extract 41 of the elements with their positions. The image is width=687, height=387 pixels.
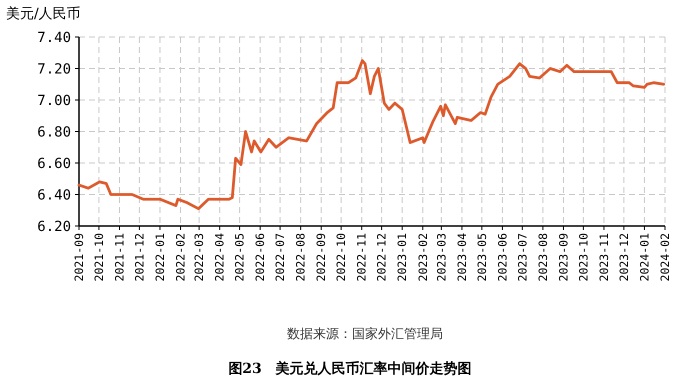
x-tick-label: 2023-07 [515, 232, 530, 282]
text: 图23 美元兑人民币汇率中间价走势图 [228, 360, 472, 377]
x-tick-label: 2023-03 [434, 232, 448, 282]
x-tick-label: 2022-07 [273, 232, 288, 282]
x-tick-label: 2023-06 [495, 232, 510, 282]
y-axis-title: 美元/人民币 [6, 6, 81, 22]
y-tick-label: 6.20 [37, 219, 71, 235]
x-tick-label: 2023-12 [616, 233, 631, 282]
x-tick-label: 2023-10 [576, 232, 590, 282]
x-tick-label: 2021-11 [112, 232, 126, 282]
x-tick-label: 2023-09 [556, 232, 570, 282]
x-tick-label: 2022-11 [354, 232, 369, 282]
x-tick-label: 2024-02 [658, 233, 672, 282]
x-tick-label: 2022-08 [294, 232, 308, 282]
x-tick-label: 2022-02 [174, 233, 188, 282]
x-tick-label: 2024-01 [637, 232, 652, 282]
x-tick-label: 2023-01 [395, 232, 410, 282]
y-tick-label: 7.00 [37, 93, 71, 109]
x-tick-label: 2023-11 [596, 232, 611, 282]
y-tick-label: 6.60 [37, 156, 71, 172]
x-tick-label: 2022-05 [232, 233, 247, 282]
x-tick-label: 2022-06 [253, 232, 268, 282]
x-tick-label: 2022-09 [314, 232, 328, 282]
y-tick-label: 7.20 [37, 62, 71, 78]
x-tick-label: 2022-04 [212, 232, 227, 282]
line-series [78, 59, 666, 210]
x-tick-label: 2023-05 [474, 233, 489, 282]
source-note: 数据来源：国家外汇管理局 [287, 326, 443, 342]
x-tick-label: 2021-12 [132, 233, 146, 282]
x-tick-label: 2021-10 [92, 232, 106, 282]
x-tick-label: 2022-01 [152, 232, 167, 282]
x-tick-label: 2022-10 [334, 232, 348, 282]
y-tick-label: 6.40 [37, 188, 71, 204]
x-tick-label: 2021-09 [72, 232, 86, 282]
y-tick-label: 6.80 [37, 124, 71, 140]
x-tick-label: 2022-12 [374, 233, 389, 282]
x-tick-label: 2023-08 [536, 232, 550, 282]
x-tick-label: 2022-03 [192, 232, 206, 282]
x-tick-label: 2023-04 [454, 232, 469, 282]
y-tick-label: 7.40 [37, 30, 71, 46]
x-tick-label: 2023-02 [416, 233, 430, 282]
